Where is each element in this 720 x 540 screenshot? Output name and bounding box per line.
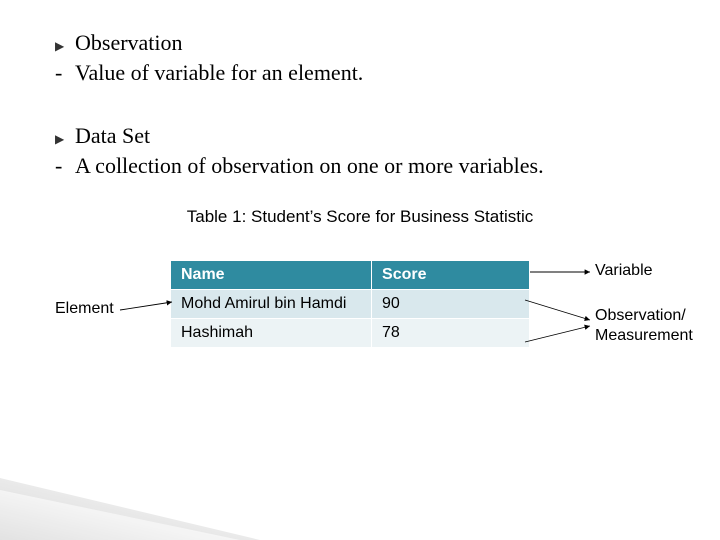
definition-term: Observation	[75, 28, 183, 58]
table-header-row: Name Score	[171, 261, 530, 290]
annotation-element: Element	[55, 300, 114, 318]
definition-desc: Value of variable for an element.	[75, 58, 363, 88]
dash-icon: -	[55, 151, 75, 181]
table-caption: Table 1: Student’s Score for Business St…	[55, 207, 665, 227]
table-row: Hashimah 78	[171, 319, 530, 348]
table-header-cell: Score	[372, 261, 530, 290]
annotation-variable: Variable	[595, 262, 653, 280]
table-cell: Mohd Amirul bin Hamdi	[171, 290, 372, 319]
definition-term-line: ▶ Data Set	[55, 121, 665, 151]
table-cell: 78	[372, 319, 530, 348]
table-cell: 90	[372, 290, 530, 319]
bullet-arrow-icon: ▶	[55, 131, 75, 147]
definition-desc-line: - Value of variable for an element.	[55, 58, 665, 88]
bullet-arrow-icon: ▶	[55, 38, 75, 54]
dash-icon: -	[55, 58, 75, 88]
definition-term-line: ▶ Observation	[55, 28, 665, 58]
definition-desc-line: - A collection of observation on one or …	[55, 151, 665, 181]
definition-desc: A collection of observation on one or mo…	[75, 151, 544, 181]
slide: ▶ Observation - Value of variable for an…	[0, 0, 720, 540]
table-cell: Hashimah	[171, 319, 372, 348]
data-table: Name Score Mohd Amirul bin Hamdi 90 Hash…	[170, 260, 530, 348]
annotation-observation: Observation/ Measurement	[595, 306, 693, 346]
table-header-cell: Name	[171, 261, 372, 290]
table-row: Mohd Amirul bin Hamdi 90	[171, 290, 530, 319]
definitions-block: ▶ Observation - Value of variable for an…	[55, 28, 665, 237]
definition-term: Data Set	[75, 121, 150, 151]
data-table-wrap: Name Score Mohd Amirul bin Hamdi 90 Hash…	[170, 260, 530, 348]
decorative-wedge	[0, 470, 260, 540]
